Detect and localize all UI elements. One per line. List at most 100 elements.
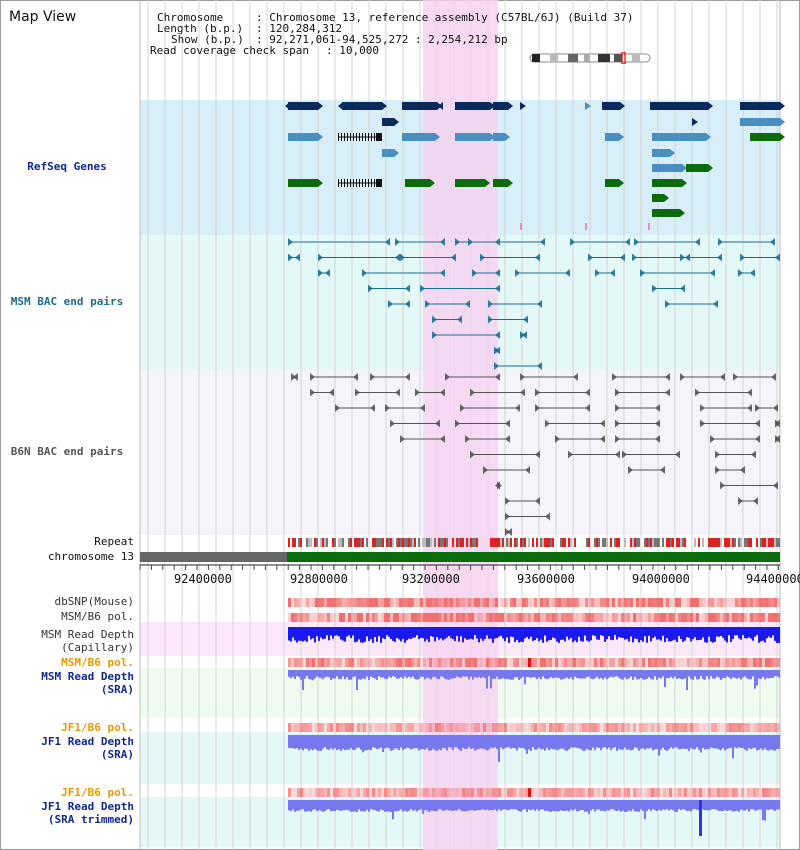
msm-b6-pol-strip <box>762 613 765 622</box>
msm-b6-pol-strip-2 <box>597 658 600 667</box>
track-label-refseq[interactable]: RefSeq Genes <box>27 160 107 173</box>
track-label-msm-bac[interactable]: MSM BAC end pairs <box>10 295 124 308</box>
msm-bac-pair-end <box>665 300 670 308</box>
jf1-depth-sra-bar <box>322 735 324 749</box>
msm-b6-pol-strip-2 <box>603 658 606 667</box>
msm-b6-pol-strip <box>471 613 474 622</box>
repeat-mark <box>324 538 326 547</box>
dbsnp-strip <box>687 598 690 607</box>
jf1-b6-pol-strip-2 <box>387 788 390 797</box>
track-label-msm-b6-pol-1[interactable]: MSM/B6 pol. <box>61 610 134 623</box>
b6n-bac-pair-end <box>335 404 340 412</box>
dbsnp-strip <box>546 598 549 607</box>
jf1-depth-trim-bar <box>400 800 402 810</box>
track-label-jf1-depth-sra[interactable]: JF1 Read Depth <box>41 735 134 748</box>
msm-b6-pol-strip-2 <box>615 658 618 667</box>
dbsnp-strip <box>312 598 315 607</box>
refseq-gene <box>455 179 485 187</box>
msm-depth-cap-bar <box>724 627 726 641</box>
msm-depth-cap-bar <box>304 627 306 641</box>
track-label-msm-b6-pol-2[interactable]: MSM/B6 pol. <box>61 656 134 669</box>
jf1-depth-trim-bar <box>348 800 350 811</box>
msm-depth-sra-bar <box>486 670 488 689</box>
jf1-b6-pol-strip <box>402 723 405 732</box>
jf1-depth-trim-bar <box>334 800 336 812</box>
msm-b6-pol-strip-2 <box>564 658 567 667</box>
msm-b6-pol-strip-2 <box>552 658 555 667</box>
jf1-depth-sra-bar <box>580 735 582 749</box>
jf1-depth-trim-bar <box>498 800 500 810</box>
msm-depth-cap-bar <box>674 627 676 640</box>
jf1-b6-pol-strip <box>474 723 477 732</box>
dbsnp-strip <box>429 598 432 607</box>
jf1-depth-sra-bar <box>304 735 306 749</box>
msm-depth-sra-bar <box>436 670 438 679</box>
jf1-depth-trim-bar <box>368 800 370 812</box>
msm-b6-pol-strip-2 <box>750 658 753 667</box>
repeat-mark <box>308 538 310 547</box>
msm-depth-sra-bar <box>750 670 752 680</box>
repeat-mark <box>300 538 302 547</box>
jf1-depth-trim-bar <box>564 800 566 811</box>
msm-depth-cap-bar <box>488 627 490 639</box>
msm-depth-sra-bar <box>324 670 326 678</box>
jf1-depth-trim-bar <box>576 800 578 812</box>
msm-depth-sra-bar <box>530 670 532 679</box>
jf1-depth-trim-bar <box>294 800 296 812</box>
msm-b6-pol-strip <box>468 613 471 622</box>
jf1-b6-pol-strip-2 <box>339 788 342 797</box>
repeat-mark <box>598 538 600 547</box>
jf1-depth-sra-bar <box>510 735 512 749</box>
msm-depth-sra-bar <box>728 670 730 678</box>
jf1-b6-pol-strip-2 <box>696 788 699 797</box>
jf1-depth-trim-bar <box>668 800 670 811</box>
jf1-b6-pol-strip-2 <box>360 788 363 797</box>
jf1-b6-pol-strip-2 <box>375 788 378 797</box>
repeat-mark <box>630 538 632 547</box>
msm-depth-sra-bar <box>536 670 538 680</box>
jf1-b6-pol-strip-2 <box>492 788 495 797</box>
refseq-striped-gene-exon <box>347 133 348 141</box>
jf1-b6-pol-strip <box>564 723 567 732</box>
msm-b6-pol-strip <box>474 613 477 622</box>
repeat-mark <box>298 538 300 547</box>
msm-depth-sra-bar <box>660 670 662 679</box>
jf1-depth-trim-bar <box>630 800 632 812</box>
msm-b6-pol-strip-2 <box>741 658 744 667</box>
jf1-depth-trim-bar <box>432 800 434 811</box>
track-label-jf1-depth-trim[interactable]: JF1 Read Depth <box>41 800 134 813</box>
track-label-dbsnp[interactable]: dbSNP(Mouse) <box>54 595 134 608</box>
chromosome-ideogram[interactable] <box>528 52 652 64</box>
msm-depth-cap-bar <box>426 627 428 640</box>
jf1-depth-trim-bar <box>672 800 674 811</box>
msm-b6-pol-strip-2 <box>720 658 723 667</box>
msm-depth-cap-bar <box>656 627 658 640</box>
msm-b6-pol-strip <box>426 613 429 622</box>
track-label-msm-depth-cap[interactable]: MSM Read Depth <box>41 628 134 641</box>
msm-b6-pol-strip-2 <box>342 658 345 667</box>
track-label-jf1-b6-pol-2[interactable]: JF1/B6 pol. <box>61 786 134 799</box>
track-label-msm-depth-sra[interactable]: MSM Read Depth <box>41 670 134 683</box>
dbsnp-strip <box>765 598 768 607</box>
msm-b6-pol-strip <box>333 613 336 622</box>
track-label-b6n-bac[interactable]: B6N BAC end pairs <box>10 445 124 458</box>
jf1-b6-pol-strip <box>624 723 627 732</box>
msm-depth-sra-bar <box>668 670 670 679</box>
jf1-depth-trim-bar <box>766 800 768 810</box>
msm-depth-sra-bar <box>762 670 764 677</box>
jf1-b6-pol-strip-2 <box>321 788 324 797</box>
msm-b6-pol-strip-2 <box>378 658 381 667</box>
jf1-depth-trim-bar <box>686 800 688 812</box>
msm-depth-cap-bar <box>530 627 532 637</box>
dbsnp-strip <box>474 598 477 607</box>
dbsnp-strip <box>777 598 780 607</box>
track-label-jf1-b6-pol-1[interactable]: JF1/B6 pol. <box>61 721 134 734</box>
msm-depth-cap-bar <box>534 627 536 641</box>
repeat-mark <box>724 538 726 547</box>
refseq-gene <box>652 194 664 202</box>
msm-depth-cap-bar <box>536 627 538 639</box>
msm-depth-cap-bar <box>306 627 308 642</box>
msm-b6-pol-strip <box>567 613 570 622</box>
msm-depth-sra-bar <box>540 670 542 680</box>
msm-depth-sra-bar <box>572 670 574 680</box>
